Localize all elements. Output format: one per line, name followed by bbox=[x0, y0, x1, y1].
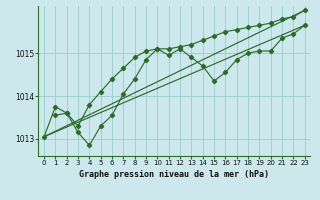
X-axis label: Graphe pression niveau de la mer (hPa): Graphe pression niveau de la mer (hPa) bbox=[79, 170, 269, 179]
